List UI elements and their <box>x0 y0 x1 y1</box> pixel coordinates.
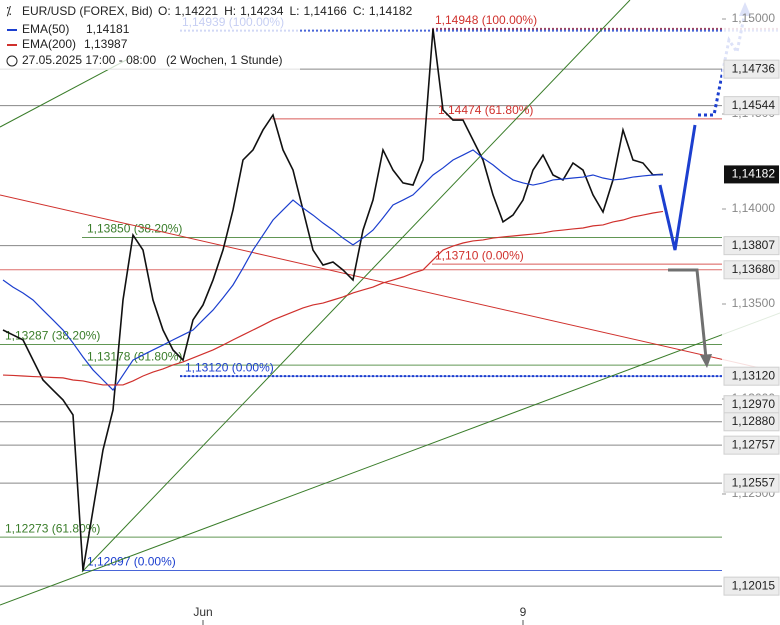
quote-name: C: <box>353 4 365 18</box>
level-label: 1,13120 <box>732 368 776 382</box>
level-box <box>723 260 780 280</box>
quote-value: 1,14182 <box>369 4 413 18</box>
instrument: EUR/USD (FOREX, Bid) <box>22 4 153 18</box>
level-box <box>723 473 780 493</box>
series <box>2 28 664 571</box>
y-tick-label: 1,13500 <box>732 296 776 310</box>
ema-line <box>2 149 664 392</box>
last-price-box <box>724 165 779 184</box>
level-box <box>723 96 780 116</box>
quote-name: O: <box>158 4 171 18</box>
level-box <box>723 59 780 79</box>
level-box <box>723 236 780 256</box>
trend-line <box>0 312 780 606</box>
level-label: 1,14736 <box>732 61 776 75</box>
fib-label: 1,13178 (61.80%) <box>87 349 182 363</box>
arrow-head <box>700 354 712 368</box>
forecast-path <box>668 268 708 359</box>
date-range: 27.05.2025 17:00 - 08:00 <box>22 53 156 67</box>
quote-value: 1,14234 <box>240 4 284 18</box>
quote-value: 1,14221 <box>175 4 219 18</box>
level-label: 1,12557 <box>732 475 776 489</box>
legend-value: 1,14181 <box>86 22 130 36</box>
x-tick-label: 9 <box>520 605 527 619</box>
fib-label: 1,13120 (0.00%) <box>185 360 274 374</box>
fib-label: 1,13287 (38.20%) <box>5 329 100 343</box>
trend-line <box>0 194 761 369</box>
level-label: 1,12970 <box>732 397 776 411</box>
icon: ⁒ <box>6 4 11 18</box>
trend-line <box>81 0 631 573</box>
y-tick-label: 1,15000 <box>732 11 776 25</box>
level-box <box>723 366 780 386</box>
fib-label: 1,14948 (100.00%) <box>435 13 537 27</box>
header-bg <box>0 0 300 70</box>
ema-line <box>2 210 664 386</box>
header: ⁒ EUR/USD (FOREX, Bid) O: 1,14221 H: 1,1423… <box>0 0 413 70</box>
y-tick-label: 1,14000 <box>732 201 776 215</box>
level-box <box>723 412 780 432</box>
level-label: 1,12757 <box>732 437 776 451</box>
fib-label: 1,13710 (0.00%) <box>435 248 524 262</box>
level-label: 1,12015 <box>732 578 776 592</box>
level-label: 1,13680 <box>732 262 776 276</box>
forecast-path <box>658 124 697 251</box>
fib-label: 1,12097 (0.00%) <box>87 555 176 569</box>
level-box <box>723 435 780 455</box>
legend-value: 1,13987 <box>84 37 128 51</box>
period: (2 Wochen, 1 Stunde) <box>166 53 283 67</box>
legend-label: EMA(50) <box>22 22 69 36</box>
last-price-label: 1,14182 <box>732 167 776 181</box>
axis-bg <box>722 0 780 625</box>
legend-label: EMA(200) <box>22 37 76 51</box>
clock-icon <box>6 55 18 67</box>
quote-value: 1,14166 <box>303 4 347 18</box>
level-label: 1,13807 <box>732 238 776 252</box>
fib-label: 1,12273 (61.80%) <box>5 521 100 535</box>
level-label: 1,14544 <box>732 98 776 112</box>
quote-name: L: <box>289 4 299 18</box>
level-label: 1,12880 <box>732 414 776 428</box>
price-line <box>2 28 664 571</box>
quote-name: H: <box>224 4 236 18</box>
y-axis: 1,150001,145001,140001,135001,130001,125… <box>722 0 780 625</box>
fib-label: 1,14474 (61.80%) <box>438 103 533 117</box>
level-box <box>723 576 780 596</box>
x-tick-label: Jun <box>193 605 212 619</box>
fib-label: 1,13850 (38.20%) <box>87 222 182 236</box>
quote: O: 1,14221 H: 1,14234 L: 1,14166 C: 1,14182 <box>158 4 413 18</box>
